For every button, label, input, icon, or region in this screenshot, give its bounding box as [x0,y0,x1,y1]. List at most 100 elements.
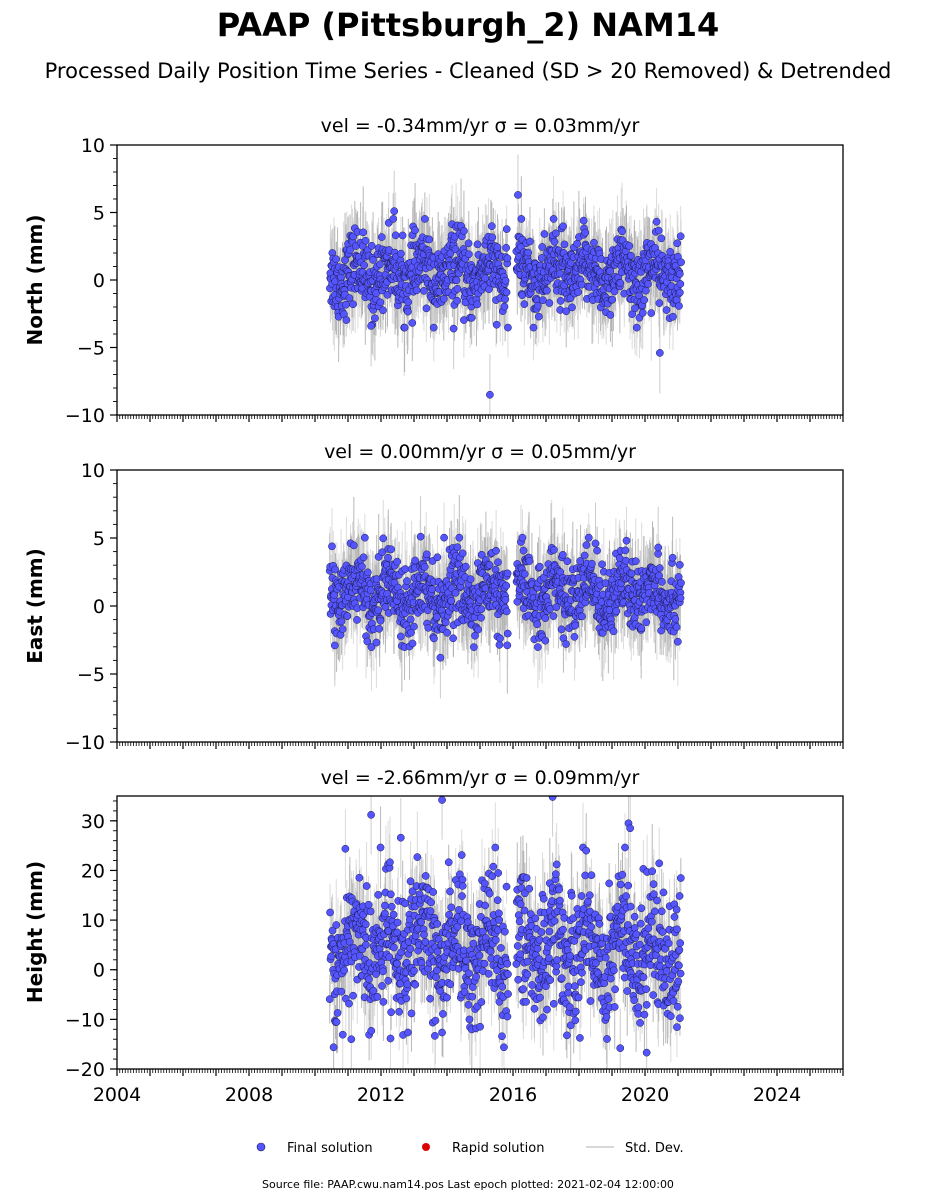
data-point [612,607,621,616]
data-point [673,239,682,248]
data-point [477,550,486,559]
data-point [500,302,509,311]
data-point [579,216,588,225]
data-point [571,621,580,630]
data-point [428,585,436,594]
panel-north: vel = -0.34mm/yr σ = 0.03mm/yr North (mm… [23,115,844,427]
data-point [403,577,411,585]
data-point [503,569,512,578]
panel-north-axes: −10 −5 0 5 10 [65,135,844,427]
data-point [519,546,528,555]
data-point [359,228,368,237]
data-point [631,304,639,313]
data-point [349,541,358,550]
data-point [642,286,650,295]
data-point [609,627,618,636]
data-point [518,533,527,542]
panel-north-title: vel = -0.34mm/yr σ = 0.03mm/yr [321,115,640,137]
data-point [359,553,368,562]
data-point [644,280,652,288]
data-point [502,225,511,233]
data-point [533,301,542,310]
data-point [580,551,589,560]
y-tick-label: 0 [93,270,105,292]
data-point [669,312,677,321]
data-point [581,228,590,237]
data-point [627,251,635,260]
data-point [453,543,462,552]
data-point [666,247,675,256]
data-point [485,561,494,569]
data-point [346,245,354,254]
data-point-outlier [656,349,664,357]
data-point [447,596,456,605]
data-point-outlier [390,207,399,215]
data-point [658,577,666,586]
panel-east-points [325,532,685,662]
data-point [466,575,475,584]
data-point [662,306,671,314]
data-point-outlier [436,653,445,662]
data-point [449,634,457,643]
panel-north-ylabel: North (mm) [23,214,47,345]
data-point [464,250,473,259]
data-point [496,634,504,643]
data-point [338,625,347,633]
data-point [675,302,683,310]
data-point [432,613,441,621]
panel-east-axes: −10 −5 0 5 10 [65,460,844,754]
data-point [562,307,571,316]
data-point [655,564,664,572]
data-point [610,287,619,296]
data-point [616,279,625,287]
data-point [493,243,502,252]
panel-east-title: vel = 0.00mm/yr σ = 0.05mm/yr [324,441,636,463]
data-point [460,227,468,235]
data-point [367,643,376,651]
data-point [675,270,684,278]
data-point [453,284,462,293]
data-point [377,233,386,241]
data-point [655,299,664,307]
data-point-outlier [449,324,458,333]
data-point [608,295,617,304]
data-point [404,298,413,306]
y-tick-label: −5 [77,664,105,686]
data-point [400,323,409,332]
data-point [410,622,418,631]
data-point [550,545,558,554]
data-point [408,639,417,648]
data-point [535,562,544,571]
figure-title: PAAP (Pittsburgh_2) NAM14 [217,6,719,44]
data-point [504,323,512,332]
panel-height: vel = -2.66mm/yr σ = 0.09mm/yr Height (m… [23,767,844,1106]
data-point [345,294,354,302]
data-point [396,632,405,641]
data-point [657,234,666,243]
data-point [369,256,377,264]
data-point [625,242,634,250]
data-point [640,296,649,304]
data-point [520,300,529,309]
data-point [654,226,663,235]
data-point [621,546,630,555]
data-point [552,603,561,611]
data-point [540,230,549,238]
panel-east-ylabel: East (mm) [23,548,47,664]
data-point [488,233,497,242]
data-point [389,215,398,223]
data-point [353,616,361,624]
data-point [562,640,570,648]
data-point [673,637,682,646]
y-tick-label: 5 [93,528,105,550]
data-point [568,303,576,312]
data-point [366,586,375,595]
data-point [342,300,350,309]
data-point [578,612,586,621]
data-point [593,546,601,555]
data-point [332,255,340,264]
data-point [647,309,656,317]
data-point [557,625,566,634]
data-point [517,215,526,223]
data-point [598,560,606,569]
